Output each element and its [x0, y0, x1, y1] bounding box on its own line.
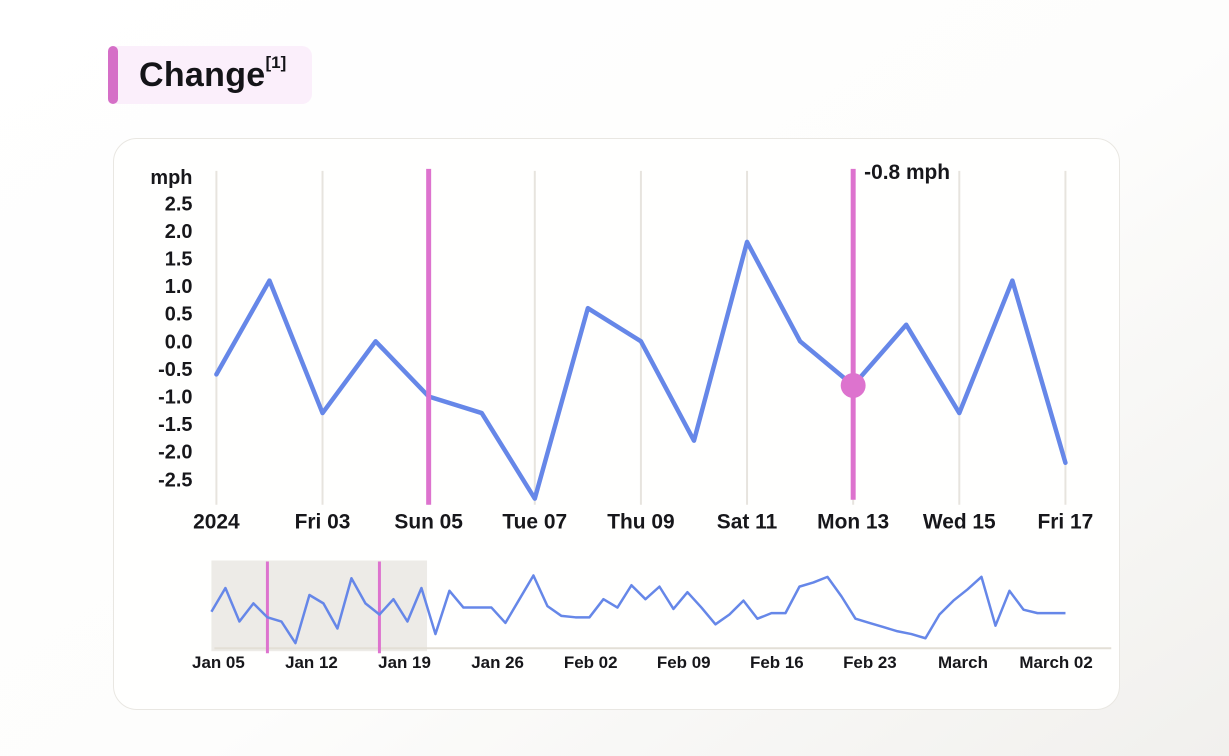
- chart-title-chip: Change [1]: [108, 46, 313, 104]
- navigator-tick-label: March: [938, 653, 988, 672]
- navigator-tick-label: Jan 19: [378, 653, 431, 672]
- y-axis-tick-label: 2.0: [165, 221, 193, 243]
- change-chart[interactable]: 2024 Fri 03 Sun 05 Tue 07 Thu 09 Sat 11 Mon 13…: [114, 139, 1119, 709]
- y-axis-tick-label: -0.5: [158, 359, 192, 381]
- y-axis-tick-label: -2.0: [158, 442, 192, 464]
- y-axis-tick-label: 2.5: [165, 193, 193, 215]
- x-axis-tick-label: Sat 11: [717, 511, 778, 534]
- x-axis-tick-label: Fri 17: [1038, 511, 1094, 534]
- x-axis-tick-label: Mon 13: [817, 511, 889, 534]
- x-axis-tick-label: Wed 15: [923, 511, 996, 534]
- y-axis-tick-label: -2.5: [158, 469, 192, 491]
- navigator-selection[interactable]: [211, 560, 428, 652]
- main-plot-area[interactable]: [216, 171, 1065, 505]
- x-axis-tick-label: Thu 09: [607, 511, 674, 534]
- y-axis-unit-label: mph: [150, 167, 192, 189]
- navigator-tick-label: Feb 02: [564, 653, 618, 672]
- title-accent-bar: [108, 46, 118, 104]
- x-axis-tick-label: Tue 07: [502, 511, 567, 534]
- y-axis-tick-label: 1.0: [165, 276, 193, 298]
- title-superscript: [1]: [265, 53, 287, 72]
- navigator-line: [210, 574, 1066, 645]
- navigator-tick-label: March 02: [1019, 653, 1092, 672]
- tooltip-dot: [840, 372, 866, 398]
- navigator-tick-label: Feb 16: [750, 653, 804, 672]
- y-axis-tick-label: 0.5: [165, 304, 193, 326]
- navigator-tick-label: Jan 12: [285, 653, 338, 672]
- x-axis-tick-label: Sun 05: [394, 511, 463, 534]
- chart-card: 2024 Fri 03 Sun 05 Tue 07 Thu 09 Sat 11 Mon 13…: [113, 138, 1120, 710]
- x-axis-tick-label: 2024: [193, 511, 240, 534]
- tooltip-label: -0.8 mph: [864, 161, 950, 184]
- page-title: Change: [139, 55, 266, 94]
- y-axis-tick-label: 1.5: [165, 248, 193, 270]
- y-axis-tick-label: -1.5: [158, 414, 192, 436]
- navigator-tick-label: Jan 26: [471, 653, 524, 672]
- navigator-tick-label: Feb 23: [843, 653, 897, 672]
- navigator-tick-label: Jan 05: [192, 653, 245, 672]
- navigator-tick-label: Feb 09: [657, 653, 711, 672]
- change-line: [214, 239, 1068, 501]
- x-axis-tick-label: Fri 03: [295, 511, 351, 534]
- y-axis-tick-label: -1.0: [158, 386, 192, 408]
- y-axis-tick-label: 0.0: [165, 331, 193, 353]
